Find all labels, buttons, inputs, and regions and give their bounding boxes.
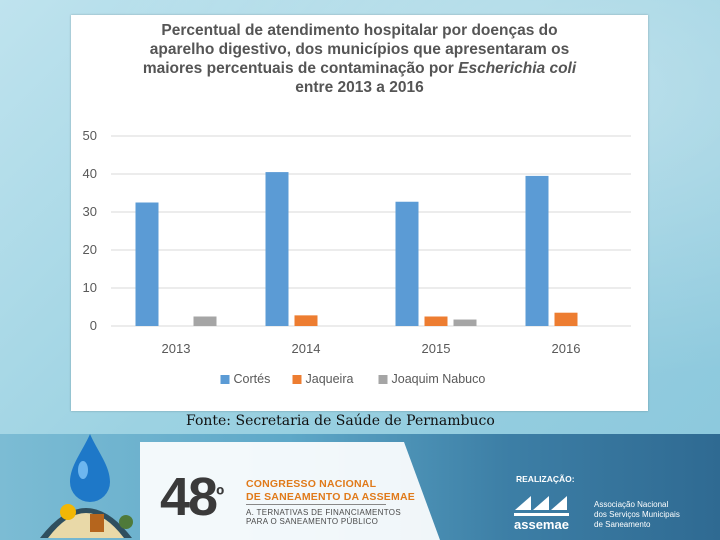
x-tick-label: 2013 [162,341,191,356]
bar-jaqueira-2016 [554,312,578,326]
legend-swatch [220,375,230,384]
congress-name-line-1: CONGRESSO NACIONAL [246,478,377,490]
bar-jaqueira-2015 [424,316,448,326]
legend-label: Joaquim Nabuco [392,372,486,386]
bar-cortés-2013 [135,202,159,326]
association-line-1: Associação Nacional [594,500,669,509]
chart-title-line-1: Percentual de atendimento hospitalar por… [161,22,558,39]
congress-theme-line-2: PARA O SANEAMENTO PÚBLICO [246,517,379,526]
source-note: Fonte: Secretaria de Saúde de Pernambuco [186,413,495,429]
assemae-mark-left-icon [515,496,531,510]
logo-tree-icon [119,515,133,529]
bar-cortés-2016 [525,175,549,326]
bar-joaquim-nabuco-2013 [193,316,217,326]
chart-title-line-3: maiores percentuais de contaminação por … [71,59,648,78]
bar-jaqueira-2014 [294,315,318,326]
chart-title-line-4: entre 2013 a 2016 [295,79,424,96]
congress-name-line-2: DE SANEAMENTO DA ASSEMAE [246,491,415,503]
water-drop-icon [70,434,110,502]
legend-swatch [378,375,388,384]
water-drop-shine-icon [78,461,88,479]
realizacao-label: REALIZAÇÃO: [516,474,575,484]
chart-title-italic: Escherichia coli [458,60,577,77]
edition-suffix: º [216,482,224,507]
legend-swatch [292,375,302,384]
legend-label: Jaqueira [306,372,354,386]
chart-title-line-3-text: maiores percentuais de contaminação por [142,60,454,77]
congress-theme-line-1: A. TERNATIVAS DE FINANCIAMENTOS [246,508,401,517]
legend-label: Cortés [234,372,271,386]
y-tick-label: 30 [83,204,97,219]
edition-number-value: 48 [160,467,218,527]
chart-title: Percentual de atendimento hospitalar por… [71,21,648,97]
bar-joaquim-nabuco-2015 [453,319,477,326]
bar-chart: 0 10 20 30 40 50 2013 2014 2015 2016 Cortés Jaqueir… [83,128,631,386]
chart-card: Percentual de atendimento hospitalar por… [71,15,648,411]
logo-sun-icon [60,504,76,520]
association-line-3: de Saneamento [594,520,651,529]
x-tick-label: 2015 [422,341,451,356]
logo-landscape-icon [48,513,124,538]
y-tick-label: 0 [90,318,97,333]
x-tick-label: 2016 [552,341,581,356]
assemae-logo-icon [515,496,567,510]
y-tick-label: 40 [83,166,97,181]
chart-title-line-2: aparelho digestivo, dos municípios que a… [149,41,570,58]
footer-panel [140,442,440,540]
congress-logo-icon [40,434,133,538]
edition-number: 48º [160,467,224,527]
assemae-wordmark: assemae [514,513,569,532]
association-line-2: dos Serviços Municipais [594,510,680,519]
assemae-mark-mid-icon [533,496,549,510]
bar-cortés-2014 [265,172,289,326]
logo-house-icon [90,514,104,532]
bar-cortés-2015 [395,201,419,326]
assemae-mark-right-icon [551,496,567,510]
y-tick-label: 50 [83,128,97,143]
x-tick-label: 2014 [292,341,321,356]
y-tick-label: 20 [83,242,97,257]
congress-divider [246,504,386,505]
y-tick-label: 10 [83,280,97,295]
